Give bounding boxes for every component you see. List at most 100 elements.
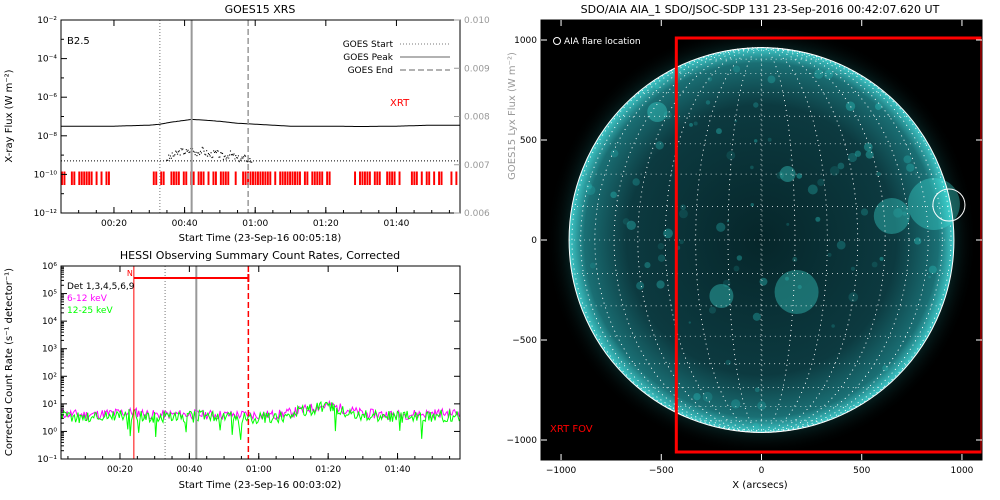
solar-texture-blob bbox=[785, 276, 789, 281]
xrt-coverage-bar bbox=[63, 171, 66, 186]
solar-texture-blob bbox=[817, 178, 825, 186]
hessi-y-tick-label: 10⁵ bbox=[42, 290, 57, 300]
solar-texture-blob bbox=[767, 75, 776, 84]
xrt-coverage-bar bbox=[244, 171, 247, 186]
xrt-coverage-bar bbox=[172, 171, 175, 186]
goes-short-channel-point bbox=[206, 150, 208, 152]
xrt-coverage-bar bbox=[306, 171, 309, 186]
solar-texture-blob bbox=[632, 178, 640, 186]
xrt-coverage-bar bbox=[177, 171, 180, 186]
goes-title: GOES15 XRS bbox=[225, 3, 296, 16]
solar-texture-blob bbox=[754, 387, 760, 393]
hessi-panel: HESSI Observing Summary Count Rates, Cor… bbox=[4, 249, 461, 491]
solar-texture-blob bbox=[715, 128, 722, 135]
goes-x-tick-label: 01:00 bbox=[242, 219, 268, 229]
solar-texture-blob bbox=[626, 220, 636, 231]
hessi-y-tick-label: 10⁻¹ bbox=[37, 455, 57, 465]
goes-short-channel-point bbox=[248, 161, 250, 163]
solar-texture-blob bbox=[776, 171, 784, 180]
xrt-coverage-bar bbox=[155, 171, 158, 186]
goes-short-channel-point bbox=[210, 152, 212, 154]
solar-texture-blob bbox=[610, 149, 619, 158]
xrt-coverage-bar bbox=[296, 171, 299, 186]
xrt-coverage-bar bbox=[192, 171, 195, 186]
solar-texture-blob bbox=[707, 76, 713, 82]
hessi-xlabel: Start Time (23-Sep-16 00:03:02) bbox=[179, 480, 342, 491]
solar-texture-blob bbox=[836, 240, 846, 250]
goes-short-channel-point bbox=[173, 155, 175, 157]
xrt-coverage-bar bbox=[182, 171, 185, 186]
solar-texture-blob bbox=[753, 139, 758, 143]
goes-short-channel-point bbox=[208, 154, 210, 156]
solar-texture-blob bbox=[656, 280, 665, 289]
goes-short-channel-point bbox=[189, 151, 191, 153]
solar-texture-blob bbox=[750, 203, 754, 207]
xrt-coverage-bar bbox=[284, 171, 287, 186]
goes-short-channel-point bbox=[225, 158, 227, 160]
goes-short-channel-point bbox=[169, 155, 172, 157]
goes-short-channel-point bbox=[201, 146, 203, 148]
xrt-coverage-bar bbox=[269, 171, 272, 186]
goes-legend: GOES Start GOES Peak GOES End bbox=[343, 40, 450, 76]
goes-y-tick-label: 10⁻⁴ bbox=[37, 55, 57, 65]
xrt-coverage-bar bbox=[410, 171, 413, 186]
xrt-coverage-bar bbox=[261, 171, 264, 186]
xrt-coverage-bar bbox=[413, 171, 416, 186]
goes-short-channel-point bbox=[193, 151, 195, 153]
hessi-y-tick-label: 10² bbox=[42, 372, 57, 382]
goes-legend-label: GOES Start bbox=[343, 40, 394, 50]
goes-short-channel-point bbox=[184, 152, 187, 154]
xrt-coverage-bar bbox=[100, 171, 103, 186]
goes-short-channel-point bbox=[213, 151, 216, 154]
goes-y2-tick-label: 0.006 bbox=[464, 209, 490, 219]
solar-texture-blob bbox=[693, 121, 698, 126]
solar-texture-blob bbox=[786, 222, 790, 226]
grid-longitude-line bbox=[760, 47, 763, 433]
xrt-coverage-bar bbox=[361, 171, 364, 186]
goes-short-channel-point bbox=[187, 149, 189, 151]
goes-x-tick-label: 01:40 bbox=[383, 219, 409, 229]
xrt-coverage-bar bbox=[80, 171, 83, 186]
goes-short-channel-point bbox=[219, 156, 221, 158]
solar-texture-blob bbox=[848, 292, 859, 302]
xrt-coverage-bar bbox=[303, 171, 306, 186]
solar-texture-blob bbox=[722, 279, 731, 288]
xrt-coverage-bar bbox=[207, 171, 210, 186]
xrt-coverage-bar bbox=[398, 171, 401, 186]
xrt-coverage-bar bbox=[373, 171, 376, 186]
goes-short-channel-point bbox=[212, 156, 214, 158]
hessi-12-25kev-line bbox=[61, 400, 460, 440]
solar-texture-blob bbox=[636, 281, 645, 290]
xrt-coverage-bar bbox=[242, 171, 245, 186]
aia-y-tick-label: 1000 bbox=[514, 36, 537, 46]
xrt-coverage-bar bbox=[433, 171, 436, 186]
goes-short-channel-point bbox=[181, 149, 183, 151]
goes-short-channel-point bbox=[215, 151, 217, 154]
goes-short-channel-point bbox=[227, 155, 229, 157]
grid-longitude-line bbox=[571, 47, 952, 433]
hessi-legend-label: 12-25 keV bbox=[67, 306, 113, 316]
solar-texture-blob bbox=[879, 256, 884, 261]
xrt-coverage-bar bbox=[298, 171, 301, 186]
goes-short-channel-point bbox=[196, 155, 198, 157]
solar-texture-blob bbox=[792, 256, 798, 262]
solar-texture-blob bbox=[882, 365, 889, 372]
xrt-coverage-bar bbox=[73, 171, 76, 186]
goes-short-channel-point bbox=[251, 161, 253, 163]
aia-y-tick-label: −500 bbox=[512, 336, 537, 346]
grid-longitude-line bbox=[613, 47, 910, 433]
goes-short-channel-point bbox=[213, 150, 215, 152]
solar-texture-blob bbox=[726, 150, 736, 160]
solar-limb bbox=[568, 47, 955, 433]
goes-short-channel-point bbox=[174, 154, 176, 156]
solar-texture-blob bbox=[622, 218, 630, 225]
solar-texture-blob bbox=[827, 252, 832, 257]
solar-texture-blob bbox=[928, 275, 931, 279]
solar-texture-blob bbox=[928, 265, 937, 274]
xrt-coverage-bar bbox=[318, 171, 321, 186]
xrt-coverage-bar bbox=[311, 171, 314, 186]
aia-x-tick-label: −1000 bbox=[546, 466, 577, 476]
grid-longitude-line bbox=[664, 47, 859, 433]
goes-short-channel-point bbox=[168, 154, 170, 156]
aia-x-tick-label: −500 bbox=[649, 466, 674, 476]
